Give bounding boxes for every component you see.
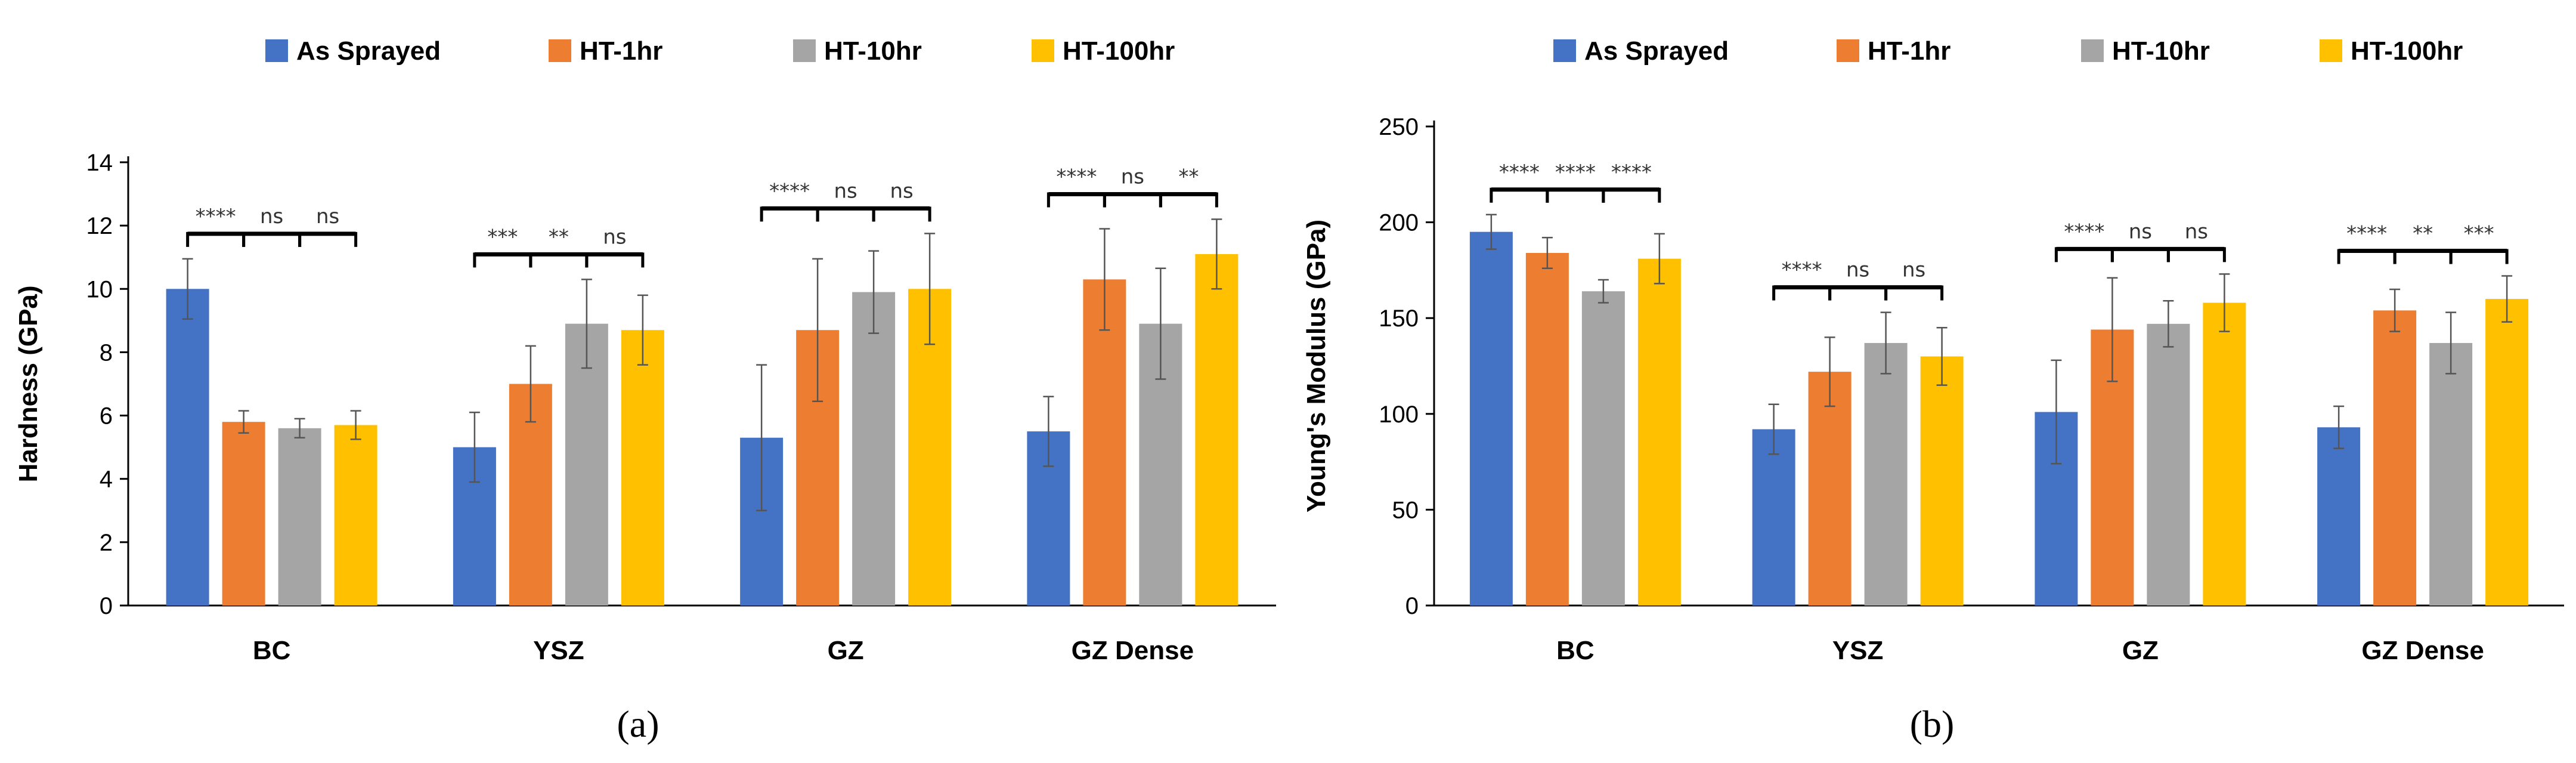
bar-ht-10hr-gz-dense <box>2429 342 2473 606</box>
y-axis-title: Hardness (GPa) <box>14 285 43 482</box>
hardness-chart: As Sprayed HT-1hr HT-10hr HT-100hr 0 2 4 6 8 10 12… <box>14 36 1276 745</box>
significance-label: **** <box>1611 160 1652 184</box>
legend-label-ht-1hr: HT-1hr <box>1868 36 1950 66</box>
bar-ht-1hr-bc <box>1525 252 1569 606</box>
bar-ht-10hr-gz <box>2147 323 2190 606</box>
panel-caption: (b) <box>1910 703 1955 745</box>
legend-label-as-sprayed: As Sprayed <box>1584 36 1729 66</box>
legend-swatch-ht-1hr <box>1837 39 1859 62</box>
legend-label-ht-10hr: HT-10hr <box>824 36 922 66</box>
significance-label: **** <box>1056 165 1097 189</box>
significance-label: **** <box>2064 220 2104 243</box>
significance-label: ns <box>260 205 283 228</box>
x-category-label: GZ Dense <box>1072 636 1194 665</box>
bar-ht-100hr-gz-dense <box>1195 254 1239 606</box>
legend-swatch-ht-10hr <box>2081 39 2104 62</box>
panel-caption: (a) <box>617 703 659 745</box>
bar-ht-10hr-gz <box>852 292 896 606</box>
x-category-label: YSZ <box>533 636 584 665</box>
modulus-chart: As Sprayed HT-1hr HT-10hr HT-100hr 0 50 100 150… <box>1302 36 2564 745</box>
legend-label-ht-1hr: HT-1hr <box>580 36 662 66</box>
significance-label: ns <box>834 179 857 203</box>
modulus-chart-panel: As Sprayed HT-1hr HT-10hr HT-100hr 0 50 100 150… <box>1288 0 2576 763</box>
bar-ht-1hr-gz-dense <box>2373 310 2417 606</box>
significance-label: ns <box>2185 220 2208 243</box>
legend-swatch-as-sprayed <box>265 39 288 62</box>
bar-ht-1hr-gz-dense <box>1083 279 1126 606</box>
legend-swatch-ht-10hr <box>793 39 816 62</box>
bar-as-sprayed-bc <box>1469 231 1513 606</box>
bar-ht-10hr-bc <box>1581 291 1625 606</box>
y-tick-label: 4 <box>100 467 113 493</box>
y-axis-title: Young's Modulus (GPa) <box>1302 220 1331 512</box>
legend-swatch-ht-100hr <box>1032 39 1054 62</box>
legend-swatch-ht-1hr <box>549 39 571 62</box>
y-tick-label: 150 <box>1379 305 1419 332</box>
bar-as-sprayed-gz-dense <box>2317 427 2361 606</box>
significance-label: ** <box>1178 165 1199 189</box>
y-tick-label: 250 <box>1379 114 1419 140</box>
significance-label: ** <box>2413 222 2433 246</box>
significance-label: **** <box>1499 160 1540 184</box>
legend-label-ht-100hr: HT-100hr <box>1063 36 1175 66</box>
x-category-label: BC <box>253 636 291 665</box>
bar-ht-10hr-ysz <box>565 323 608 606</box>
significance-label: **** <box>769 179 810 203</box>
x-category-label: GZ <box>2122 636 2159 665</box>
significance-label: **** <box>1782 258 1822 282</box>
x-category-label: GZ <box>828 636 864 665</box>
x-category-label: BC <box>1556 636 1594 665</box>
y-tick-label: 2 <box>100 530 113 556</box>
bar-ht-1hr-ysz <box>1808 372 1852 606</box>
bar-as-sprayed-ysz <box>1752 429 1795 606</box>
bar-ht-100hr-ysz <box>1920 356 1964 606</box>
y-tick-label: 12 <box>86 213 113 239</box>
bar-as-sprayed-bc <box>166 289 209 606</box>
significance-label: ns <box>603 225 626 249</box>
significance-label: **** <box>196 205 236 228</box>
legend-label-ht-10hr: HT-10hr <box>2112 36 2210 66</box>
bar-ht-100hr-gz <box>2203 302 2246 606</box>
significance-label: ns <box>2129 220 2152 243</box>
significance-label: *** <box>2464 222 2494 246</box>
y-tick-label: 0 <box>1405 593 1419 619</box>
x-category-label: YSZ <box>1832 636 1884 665</box>
y-tick-label: 0 <box>100 593 113 619</box>
y-tick-label: 8 <box>100 339 113 366</box>
significance-label: **** <box>1555 160 1596 184</box>
significance-label: *** <box>487 225 518 249</box>
significance-label: ns <box>1902 258 1925 282</box>
bar-ht-1hr-bc <box>222 422 265 606</box>
y-tick-label: 6 <box>100 403 113 430</box>
y-tick-label: 14 <box>86 150 113 176</box>
y-tick-label: 100 <box>1379 401 1419 428</box>
bar-ht-100hr-bc <box>334 425 377 606</box>
significance-label: **** <box>2346 222 2387 246</box>
bar-ht-10hr-ysz <box>1864 342 1908 606</box>
bar-ht-100hr-bc <box>1637 258 1681 606</box>
legend-swatch-ht-100hr <box>2320 39 2342 62</box>
bar-ht-10hr-bc <box>278 428 321 606</box>
y-tick-label: 10 <box>86 276 113 302</box>
y-tick-label: 200 <box>1379 210 1419 236</box>
legend-swatch-as-sprayed <box>1553 39 1576 62</box>
bar-ht-100hr-gz-dense <box>2485 299 2529 606</box>
significance-label: ** <box>549 225 569 249</box>
significance-label: ns <box>1121 165 1144 189</box>
legend-label-as-sprayed: As Sprayed <box>296 36 441 66</box>
significance-label: ns <box>1846 258 1869 282</box>
x-category-label: GZ Dense <box>2361 636 2484 665</box>
bar-ht-100hr-ysz <box>621 330 664 606</box>
significance-label: ns <box>890 179 913 203</box>
legend-label-ht-100hr: HT-100hr <box>2351 36 2463 66</box>
hardness-chart-panel: As Sprayed HT-1hr HT-10hr HT-100hr 0 2 4 6 8 10 12… <box>14 36 1276 745</box>
significance-label: ns <box>316 205 339 228</box>
y-tick-label: 50 <box>1392 497 1419 523</box>
